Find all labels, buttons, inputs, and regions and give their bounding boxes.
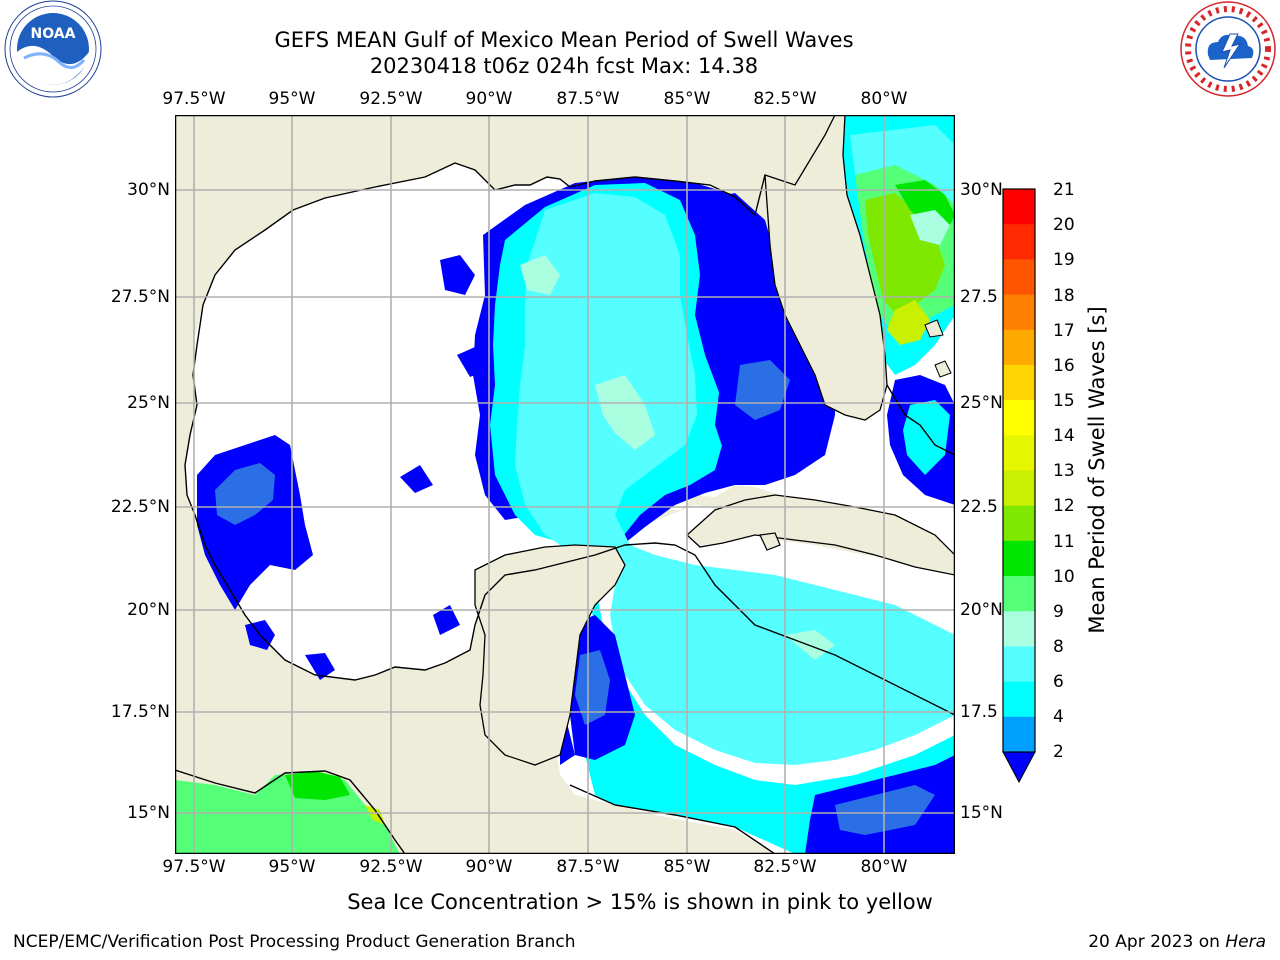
lat-label-left: 17.5°N — [110, 702, 170, 722]
lat-label-right: 22.5 — [960, 497, 998, 517]
lat-label-left: 22.5°N — [110, 497, 170, 517]
footer-branch: NCEP/EMC/Verification Post Processing Pr… — [13, 932, 576, 952]
colorbar-segment — [1003, 400, 1035, 436]
colorbar-segment — [1003, 224, 1035, 260]
colorbar-tick: 16 — [1053, 356, 1075, 376]
colorbar — [1002, 188, 1036, 784]
lat-label-right: 25°N — [960, 393, 1003, 413]
colorbar-tick: 20 — [1053, 215, 1075, 235]
svg-text:NOAA: NOAA — [31, 26, 76, 42]
colorbar-tick: 19 — [1053, 250, 1075, 270]
lat-label-left: 30°N — [127, 180, 170, 200]
lon-label-top: 90°W — [465, 89, 513, 109]
colorbar-segment — [1003, 646, 1035, 683]
lon-label-top: 80°W — [860, 89, 908, 109]
colorbar-tick: 21 — [1053, 180, 1075, 200]
colorbar-tick: 18 — [1053, 286, 1075, 306]
colorbar-segment — [1003, 189, 1035, 225]
colorbar-segment — [1003, 435, 1035, 471]
colorbar-tick: 8 — [1053, 637, 1064, 657]
colorbar-segment — [1003, 716, 1035, 753]
lat-label-left: 25°N — [127, 393, 170, 413]
lon-label-bottom: 95°W — [268, 857, 316, 877]
lon-label-top: 95°W — [268, 89, 316, 109]
colorbar-tick: 12 — [1053, 496, 1075, 516]
footer-date: 20 Apr 2023 on Hera — [1088, 932, 1266, 952]
swell-period-field — [175, 115, 955, 854]
lat-label-right: 30°N — [960, 180, 1003, 200]
colorbar-tick: 2 — [1053, 742, 1064, 762]
colorbar-tick: 4 — [1053, 707, 1064, 727]
lon-label-bottom: 87.5°W — [556, 857, 620, 877]
lat-label-left: 20°N — [127, 600, 170, 620]
lat-label-right: 27.5 — [960, 287, 998, 307]
colorbar-segment — [1003, 259, 1035, 296]
colorbar-tick: 13 — [1053, 461, 1075, 481]
chart-title: GEFS MEAN Gulf of Mexico Mean Period of … — [274, 28, 854, 52]
lon-label-bottom: 85°W — [663, 857, 711, 877]
colorbar-tick: 15 — [1053, 391, 1075, 411]
colorbar-segment — [1003, 294, 1035, 331]
lon-label-top: 92.5°W — [359, 89, 423, 109]
lat-label-left: 27.5°N — [110, 287, 170, 307]
colorbar-tick: 9 — [1053, 602, 1064, 622]
lon-label-top: 87.5°W — [556, 89, 620, 109]
footer-date-text: 20 Apr 2023 on — [1088, 932, 1220, 952]
colorbar-segment — [1003, 470, 1035, 507]
national-weather-service-logo-icon — [1178, 0, 1278, 98]
colorbar-segment — [1003, 611, 1035, 647]
colorbar-segment — [1003, 505, 1035, 542]
gulf-coastline — [184, 304, 955, 716]
lon-label-bottom: 92.5°W — [359, 857, 423, 877]
sea-ice-note: Sea Ice Concentration > 15% is shown in … — [347, 890, 933, 914]
lat-label-right: 15°N — [960, 803, 1003, 823]
florida-land — [764, 115, 888, 421]
lon-label-bottom: 80°W — [860, 857, 908, 877]
lat-label-right: 20°N — [960, 600, 1003, 620]
lat-label-right: 17.5 — [960, 702, 998, 722]
colorbar-tick: 10 — [1053, 567, 1075, 587]
noaa-logo-icon: NOAA — [4, 0, 102, 98]
cuba-land — [686, 494, 955, 576]
map-frame — [174, 114, 956, 855]
colorbar-segment — [1003, 576, 1035, 612]
map-panel — [174, 114, 956, 855]
lon-label-bottom: 90°W — [465, 857, 513, 877]
chart-subtitle: 20230418 t06z 024h fcst Max: 14.38 — [369, 54, 759, 78]
lat-label-left: 15°N — [127, 803, 170, 823]
map-gridlines — [175, 115, 955, 854]
colorbar-segment — [1003, 681, 1035, 718]
lon-label-top: 85°W — [663, 89, 711, 109]
colorbar-tick: 6 — [1053, 672, 1064, 692]
colorbar-segment — [1003, 364, 1035, 401]
colorbar-segment — [1003, 540, 1035, 577]
lon-label-top: 82.5°W — [753, 89, 817, 109]
colorbar-tick: 11 — [1053, 532, 1075, 552]
swell-period-map — [174, 114, 956, 855]
colorbar-segment — [1003, 329, 1035, 366]
lon-label-bottom: 97.5°W — [162, 857, 226, 877]
lon-label-top: 97.5°W — [162, 89, 226, 109]
lon-label-bottom: 82.5°W — [753, 857, 817, 877]
colorbar-tick: 17 — [1053, 321, 1075, 341]
footer-machine: Hera — [1225, 932, 1266, 952]
colorbar-label: Mean Period of Swell Waves [s] — [1085, 306, 1109, 634]
colorbar-tick: 14 — [1053, 426, 1075, 446]
